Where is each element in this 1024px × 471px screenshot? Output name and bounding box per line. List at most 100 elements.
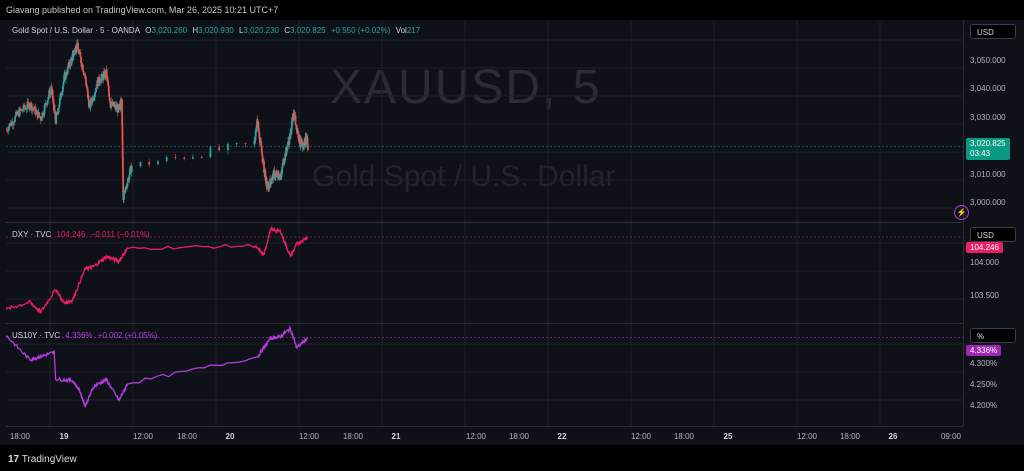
candle-body	[274, 173, 277, 178]
candle-body	[297, 131, 300, 139]
candle-body	[71, 54, 74, 62]
dxy-line-chart[interactable]	[6, 223, 963, 323]
candle-body	[260, 145, 263, 152]
time-label: 12:00	[630, 432, 652, 441]
candle-body	[25, 108, 28, 110]
candle-body	[18, 108, 21, 117]
gold-vol-label: Vol	[395, 26, 407, 35]
candle-body	[74, 47, 77, 53]
candle-body	[83, 72, 85, 76]
candle-body	[300, 140, 303, 142]
candle-body	[66, 73, 69, 75]
candle-body	[266, 184, 269, 190]
candle-body	[58, 104, 61, 109]
candle-body	[28, 103, 30, 110]
gold-unit-button[interactable]: USD	[970, 24, 1016, 39]
candle-body	[81, 64, 84, 71]
candle-body	[148, 161, 151, 165]
dxy-price-axis[interactable]	[963, 223, 1024, 323]
candle-body	[121, 129, 124, 141]
candle-body	[102, 73, 105, 81]
candle-body	[12, 123, 15, 126]
candle-body	[40, 119, 43, 121]
candle-body	[45, 104, 48, 105]
candle-body	[88, 102, 91, 107]
candle-body	[34, 106, 37, 115]
candle-body	[261, 155, 264, 163]
gold-h-label: H	[192, 26, 199, 35]
gold-candles-chart[interactable]	[6, 20, 963, 222]
tradingview-logo-icon[interactable]: 17 TradingView	[8, 454, 77, 465]
candle-body	[63, 75, 65, 82]
chart-frame[interactable]: XAUUSD, 5 Gold Spot / U.S. Dollar	[0, 20, 1024, 445]
dxy-pane[interactable]	[6, 223, 963, 324]
candle-body	[99, 82, 102, 84]
candle-body	[113, 105, 116, 107]
candle-body	[106, 75, 109, 79]
candle-body	[52, 99, 55, 105]
candle-body	[254, 130, 257, 137]
candle-body	[109, 100, 111, 102]
candle-body	[296, 127, 299, 133]
gold-tick: 3,040.000	[970, 84, 1006, 93]
us10y-unit-button[interactable]: %	[970, 328, 1016, 343]
candle-body	[52, 97, 54, 99]
candle-body	[128, 174, 131, 180]
time-axis[interactable]: 18:00 19 12:00 18:00 20 12:00 18:00 21 1…	[0, 427, 1024, 445]
candle-body	[139, 161, 142, 167]
candle-body	[87, 96, 90, 101]
candle-body	[107, 82, 110, 85]
candle-body	[86, 89, 89, 92]
candle-body	[58, 97, 61, 105]
gold-pane[interactable]	[6, 20, 963, 223]
candle-body	[41, 112, 44, 120]
candle-body	[7, 126, 10, 131]
candle-body	[89, 99, 92, 108]
gold-last-price-tag: 3,020.825 03:43	[966, 138, 1010, 160]
us10y-tick: 4.200%	[970, 401, 998, 410]
candle-body	[61, 92, 64, 95]
time-label: 18:00	[176, 432, 198, 441]
candle-body	[285, 147, 288, 157]
candle-body	[57, 108, 60, 113]
candle-body	[78, 52, 81, 54]
candle-body	[109, 101, 112, 105]
gold-tick: 3,010.000	[970, 170, 1006, 179]
candle-body	[106, 81, 109, 83]
candle-body	[52, 98, 55, 100]
candle-body	[100, 78, 102, 83]
candle-body	[121, 99, 123, 103]
candle-body	[92, 98, 95, 100]
candle-body	[74, 52, 77, 53]
candle-body	[174, 157, 177, 158]
time-label: 12:00	[796, 432, 818, 441]
candle-body	[57, 112, 59, 114]
candle-body	[51, 89, 54, 91]
gold-price-axis[interactable]	[963, 20, 1024, 222]
candle-body	[67, 66, 70, 68]
candle-body	[43, 105, 46, 114]
dxy-change: −0.011 (−0.01%)	[90, 230, 150, 239]
us10y-line-chart[interactable]	[6, 324, 963, 426]
candle-body	[261, 151, 264, 156]
us10y-price-axis[interactable]	[963, 324, 1024, 426]
gold-c-label: C	[284, 26, 291, 35]
candle-body	[265, 176, 268, 178]
us10y-legend: US10Y · TVC 4.336% +0.002 (+0.05%)	[12, 331, 160, 340]
candle-body	[129, 168, 131, 175]
candle-body	[9, 123, 12, 126]
candle-body	[157, 161, 159, 165]
candle-body	[287, 141, 289, 146]
candle-body	[277, 173, 280, 178]
tradingview-brand: TradingView	[21, 454, 77, 465]
gold-countdown: 03:43	[970, 149, 991, 158]
us10y-pane[interactable]	[6, 324, 963, 427]
candle-body	[263, 161, 265, 173]
lightning-icon[interactable]: ⚡	[954, 205, 969, 220]
candle-body	[286, 145, 289, 151]
time-label: 21	[391, 432, 401, 441]
candle-body	[275, 173, 278, 175]
candle-body	[50, 87, 53, 91]
time-label: 25	[723, 432, 733, 441]
dxy-unit-button[interactable]: USD	[970, 227, 1016, 242]
